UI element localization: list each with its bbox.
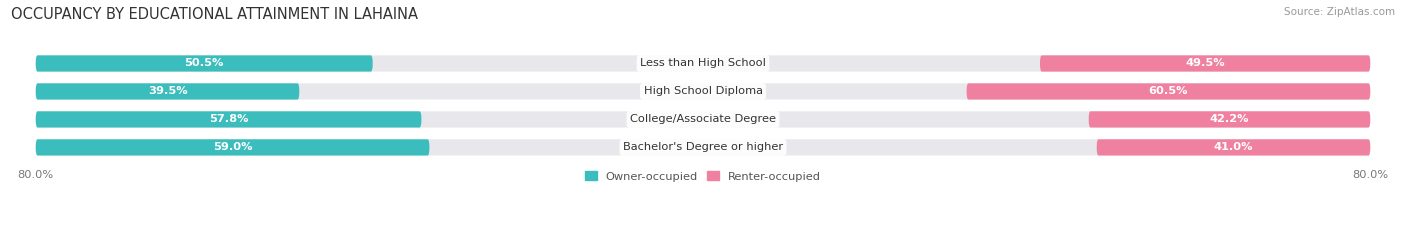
Text: 60.5%: 60.5% bbox=[1149, 86, 1188, 96]
Text: 41.0%: 41.0% bbox=[1213, 142, 1253, 152]
FancyBboxPatch shape bbox=[966, 83, 1371, 99]
Text: High School Diploma: High School Diploma bbox=[644, 86, 762, 96]
Text: 50.5%: 50.5% bbox=[184, 58, 224, 69]
Text: Less than High School: Less than High School bbox=[640, 58, 766, 69]
Text: 57.8%: 57.8% bbox=[209, 114, 249, 124]
Text: 42.2%: 42.2% bbox=[1209, 114, 1249, 124]
Text: Source: ZipAtlas.com: Source: ZipAtlas.com bbox=[1284, 7, 1395, 17]
Text: 49.5%: 49.5% bbox=[1185, 58, 1225, 69]
FancyBboxPatch shape bbox=[35, 55, 1371, 72]
FancyBboxPatch shape bbox=[35, 139, 1371, 155]
FancyBboxPatch shape bbox=[1097, 139, 1371, 155]
FancyBboxPatch shape bbox=[35, 111, 1371, 127]
FancyBboxPatch shape bbox=[1040, 55, 1371, 72]
FancyBboxPatch shape bbox=[1088, 111, 1371, 127]
FancyBboxPatch shape bbox=[35, 83, 299, 99]
Text: College/Associate Degree: College/Associate Degree bbox=[630, 114, 776, 124]
Legend: Owner-occupied, Renter-occupied: Owner-occupied, Renter-occupied bbox=[581, 167, 825, 186]
FancyBboxPatch shape bbox=[35, 111, 422, 127]
FancyBboxPatch shape bbox=[35, 139, 429, 155]
Text: 39.5%: 39.5% bbox=[148, 86, 187, 96]
Text: 59.0%: 59.0% bbox=[212, 142, 252, 152]
FancyBboxPatch shape bbox=[35, 55, 373, 72]
FancyBboxPatch shape bbox=[35, 83, 1371, 99]
Text: Bachelor's Degree or higher: Bachelor's Degree or higher bbox=[623, 142, 783, 152]
Text: OCCUPANCY BY EDUCATIONAL ATTAINMENT IN LAHAINA: OCCUPANCY BY EDUCATIONAL ATTAINMENT IN L… bbox=[11, 7, 418, 22]
